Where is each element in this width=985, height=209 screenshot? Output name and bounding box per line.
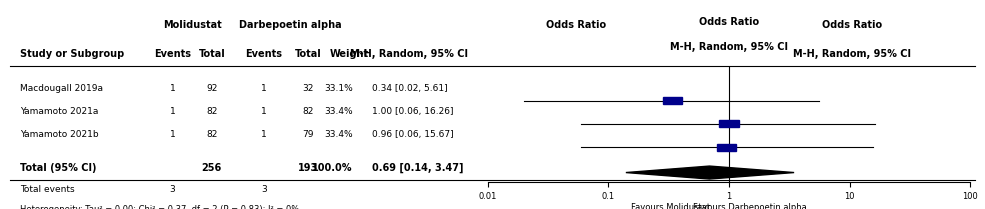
Text: Yamamoto 2021b: Yamamoto 2021b <box>20 130 98 139</box>
Text: Darbepoetin alpha: Darbepoetin alpha <box>239 20 342 30</box>
Text: 100.0%: 100.0% <box>312 163 353 173</box>
Text: 1.00 [0.06, 16.26]: 1.00 [0.06, 16.26] <box>372 107 454 116</box>
Text: 79: 79 <box>302 130 314 139</box>
Text: 1: 1 <box>169 107 175 116</box>
Text: Heterogeneity: Tau² = 0.00; Chi² = 0.37, df = 2 (P = 0.83); I² = 0%: Heterogeneity: Tau² = 0.00; Chi² = 0.37,… <box>20 204 299 209</box>
Text: 256: 256 <box>202 163 222 173</box>
FancyBboxPatch shape <box>719 120 739 127</box>
Text: 3: 3 <box>261 185 267 194</box>
Text: Odds Ratio: Odds Ratio <box>546 20 607 30</box>
Text: Total: Total <box>198 49 226 59</box>
Text: M-H, Random, 95% CI: M-H, Random, 95% CI <box>350 49 468 59</box>
Text: 33.4%: 33.4% <box>324 130 353 139</box>
FancyBboxPatch shape <box>663 97 682 104</box>
Text: 32: 32 <box>302 84 314 93</box>
Text: 1: 1 <box>169 130 175 139</box>
Text: 82: 82 <box>206 130 218 139</box>
Text: Favours Molidustat: Favours Molidustat <box>631 203 710 209</box>
Text: Favours Darbepoetin alpha: Favours Darbepoetin alpha <box>693 203 807 209</box>
Text: 1: 1 <box>169 84 175 93</box>
Text: Total events: Total events <box>20 185 74 194</box>
Text: 3: 3 <box>169 185 175 194</box>
Text: 0.96 [0.06, 15.67]: 0.96 [0.06, 15.67] <box>372 130 454 139</box>
Text: 33.1%: 33.1% <box>324 84 353 93</box>
Text: 1: 1 <box>261 84 267 93</box>
Text: Events: Events <box>154 49 191 59</box>
Text: Macdougall 2019a: Macdougall 2019a <box>20 84 102 93</box>
FancyBboxPatch shape <box>717 144 737 150</box>
Text: 193: 193 <box>298 163 318 173</box>
Text: 33.4%: 33.4% <box>324 107 353 116</box>
Text: M-H, Random, 95% CI: M-H, Random, 95% CI <box>670 42 788 52</box>
Text: Odds Ratio: Odds Ratio <box>698 17 759 27</box>
Text: 1: 1 <box>261 130 267 139</box>
Polygon shape <box>625 166 794 179</box>
Text: 0.34 [0.02, 5.61]: 0.34 [0.02, 5.61] <box>372 84 448 93</box>
Text: Total: Total <box>295 49 322 59</box>
Text: 82: 82 <box>206 107 218 116</box>
Text: Molidustat: Molidustat <box>163 20 222 30</box>
Text: 0.69 [0.14, 3.47]: 0.69 [0.14, 3.47] <box>372 163 464 173</box>
Text: Odds Ratio: Odds Ratio <box>821 20 883 30</box>
Text: Events: Events <box>245 49 283 59</box>
Text: Total (95% CI): Total (95% CI) <box>20 163 97 173</box>
Text: Weight: Weight <box>330 49 369 59</box>
Text: M-H, Random, 95% CI: M-H, Random, 95% CI <box>793 49 911 59</box>
Text: 92: 92 <box>206 84 218 93</box>
Text: 82: 82 <box>302 107 314 116</box>
Text: 1: 1 <box>261 107 267 116</box>
Text: Study or Subgroup: Study or Subgroup <box>20 49 124 59</box>
Text: Yamamoto 2021a: Yamamoto 2021a <box>20 107 98 116</box>
